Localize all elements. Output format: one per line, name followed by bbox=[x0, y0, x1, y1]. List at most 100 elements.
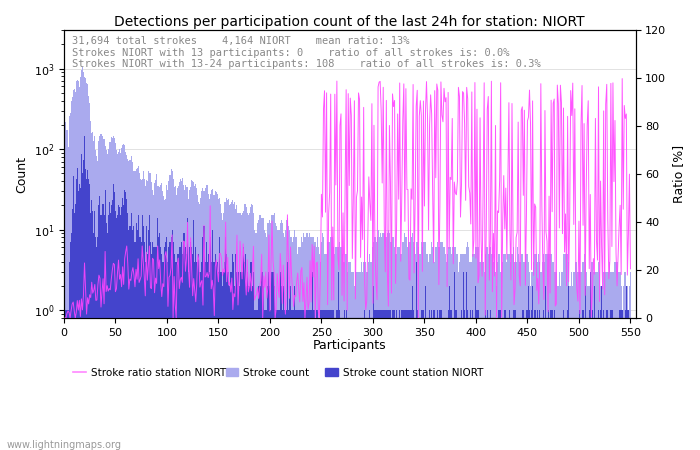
Bar bbox=[270, 223, 272, 450]
Bar bbox=[625, 310, 626, 450]
Bar bbox=[294, 286, 295, 450]
Bar bbox=[562, 272, 563, 450]
Bar bbox=[78, 81, 79, 450]
Bar bbox=[78, 191, 79, 450]
Bar bbox=[578, 272, 580, 450]
Bar bbox=[377, 230, 379, 450]
Bar bbox=[312, 238, 313, 450]
Bar bbox=[280, 223, 281, 450]
Bar bbox=[64, 132, 66, 450]
Bar bbox=[500, 310, 501, 450]
Bar bbox=[403, 242, 405, 450]
Bar bbox=[75, 204, 76, 450]
Bar bbox=[425, 242, 426, 450]
Bar bbox=[401, 254, 402, 450]
Bar bbox=[180, 180, 181, 450]
Bar bbox=[174, 261, 176, 450]
Y-axis label: Count: Count bbox=[15, 156, 28, 193]
Bar bbox=[176, 188, 178, 450]
Bar bbox=[281, 286, 282, 450]
Bar bbox=[543, 254, 545, 450]
Bar bbox=[524, 261, 525, 450]
Bar bbox=[185, 185, 186, 450]
Bar bbox=[125, 193, 126, 450]
Bar bbox=[312, 272, 313, 450]
Bar bbox=[222, 220, 223, 450]
Bar bbox=[119, 149, 120, 450]
Bar bbox=[115, 143, 116, 450]
Bar bbox=[388, 310, 389, 450]
Bar bbox=[613, 272, 615, 450]
Bar bbox=[325, 254, 326, 450]
Bar bbox=[529, 310, 530, 450]
Bar bbox=[158, 238, 159, 450]
Bar bbox=[542, 261, 543, 450]
Bar bbox=[193, 220, 194, 450]
Bar bbox=[180, 248, 181, 450]
Bar bbox=[469, 261, 470, 450]
Bar bbox=[374, 238, 375, 450]
Bar bbox=[461, 310, 462, 450]
Bar bbox=[90, 122, 91, 450]
Bar bbox=[265, 233, 266, 450]
Bar bbox=[127, 213, 128, 450]
Bar bbox=[440, 242, 442, 450]
Bar bbox=[601, 286, 602, 450]
Bar bbox=[263, 286, 265, 450]
Bar bbox=[126, 155, 127, 450]
Bar bbox=[95, 238, 97, 450]
Bar bbox=[155, 180, 156, 450]
Bar bbox=[237, 272, 239, 450]
Bar bbox=[617, 272, 619, 450]
Bar bbox=[527, 254, 528, 450]
Bar bbox=[188, 272, 189, 450]
Bar bbox=[528, 261, 529, 450]
Bar bbox=[81, 154, 82, 450]
Bar bbox=[79, 184, 80, 450]
Bar bbox=[87, 170, 88, 450]
Bar bbox=[106, 154, 108, 450]
Bar bbox=[112, 138, 113, 450]
Bar bbox=[155, 248, 156, 450]
Bar bbox=[602, 286, 603, 450]
Bar bbox=[497, 261, 498, 450]
Bar bbox=[526, 310, 527, 450]
Bar bbox=[288, 226, 289, 450]
Bar bbox=[93, 141, 95, 450]
Bar bbox=[260, 216, 261, 450]
Bar bbox=[281, 220, 282, 450]
Bar bbox=[76, 180, 77, 450]
Bar bbox=[318, 248, 319, 450]
Bar bbox=[181, 181, 182, 450]
Bar bbox=[120, 216, 121, 450]
Bar bbox=[459, 261, 460, 450]
Bar bbox=[361, 261, 362, 450]
Bar bbox=[558, 286, 559, 450]
Bar bbox=[172, 171, 173, 450]
Bar bbox=[582, 261, 584, 450]
Bar bbox=[231, 202, 232, 450]
Bar bbox=[565, 254, 566, 450]
Bar bbox=[519, 261, 521, 450]
Bar bbox=[329, 242, 330, 450]
Bar bbox=[586, 272, 587, 450]
Bar bbox=[470, 310, 471, 450]
Bar bbox=[434, 310, 435, 450]
Bar bbox=[268, 223, 270, 450]
Bar bbox=[118, 205, 119, 450]
Bar bbox=[302, 242, 303, 450]
Bar bbox=[83, 72, 84, 450]
Bar bbox=[290, 286, 291, 450]
Bar bbox=[94, 211, 95, 450]
Bar bbox=[90, 213, 91, 450]
Bar bbox=[182, 178, 183, 450]
Bar bbox=[436, 248, 438, 450]
Bar bbox=[226, 254, 228, 450]
Bar bbox=[84, 77, 85, 450]
Bar bbox=[195, 184, 196, 450]
Bar bbox=[358, 272, 359, 450]
Bar bbox=[397, 248, 398, 450]
Bar bbox=[69, 113, 71, 450]
Bar bbox=[402, 310, 403, 450]
Bar bbox=[482, 261, 484, 450]
